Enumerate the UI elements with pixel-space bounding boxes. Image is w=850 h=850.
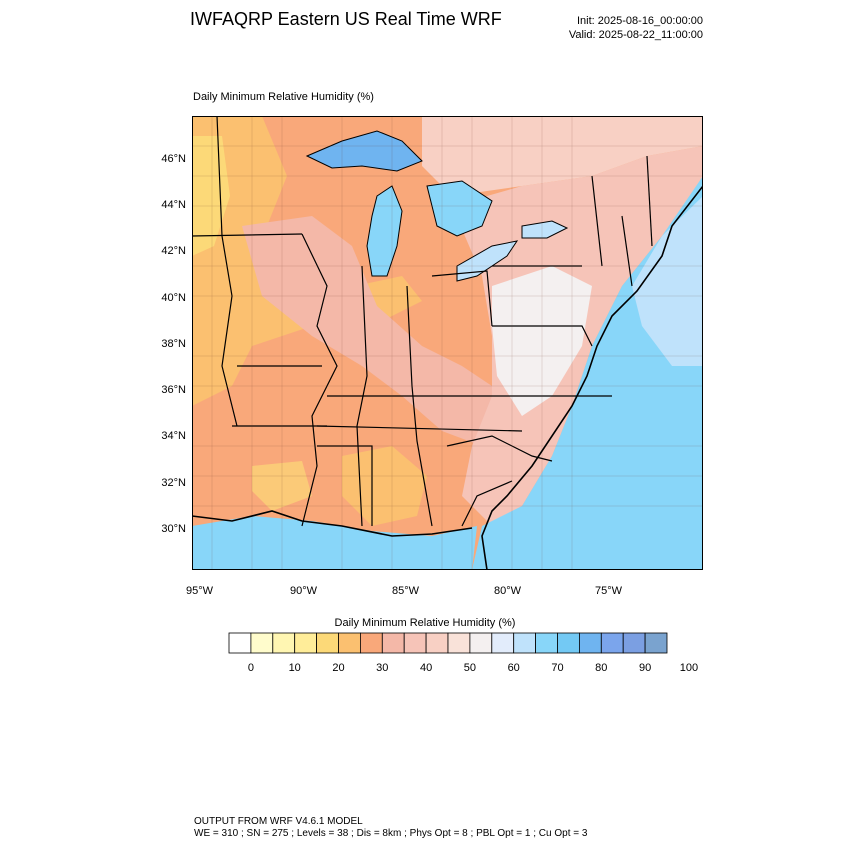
init-time: Init: 2025-08-16_00:00:00 [577,15,703,27]
colorbar-swatch [250,632,274,654]
map-frame [192,116,703,570]
colorbar-swatch [600,632,624,654]
colorbar-tick-label: 70 [551,662,564,674]
colorbar-swatch [491,632,515,654]
footer-model-version: OUTPUT FROM WRF V4.6.1 MODEL [194,816,363,827]
colorbar [228,632,668,654]
gulf-coastline [192,510,473,537]
lat-label: 30°N [161,523,186,535]
colorbar-swatch [447,632,471,654]
colorbar-swatch [294,632,317,654]
colorbar-labels: 0 10 20 30 40 50 60 70 80 90 100 [228,662,698,678]
field-very-dry-nw [192,136,230,256]
main-title: IWFAQRP Eastern US Real Time WRF [190,9,502,29]
colorbar-swatch [622,632,646,654]
lat-label: 38°N [161,338,186,350]
field-gulf [192,516,477,570]
colorbar-swatch [469,632,493,654]
colorbar-tick-label: 60 [507,662,520,674]
colorbar-tick-label: 90 [638,662,652,674]
valid-time: Valid: 2025-08-22_11:00:00 [568,29,703,41]
lat-label: 32°N [161,477,186,489]
model-footer: OUTPUT FROM WRF V4.6.1 MODEL WE = 310 ; … [194,816,587,840]
lat-label: 40°N [161,292,186,304]
field-moist-pink [242,216,522,446]
colorbar-swatch [316,632,339,654]
colorbar-swatch [644,632,668,654]
colorbar-swatch [578,632,602,654]
colorbar-tick-label: 20 [332,662,345,674]
latitude-labels: 46°N 44°N 42°N 40°N 38°N 36°N 34°N 32°N … [120,0,186,850]
lon-label: 95°W [186,585,214,597]
lat-label: 34°N [161,430,186,442]
footer-model-settings: WE = 310 ; SN = 275 ; Levels = 38 ; Dis … [194,828,588,839]
colorbar-swatch [228,632,252,654]
lake-huron [426,180,493,237]
colorbar-swatch [557,632,580,654]
humidity-map [192,116,703,570]
colorbar-tick-label: 80 [595,662,608,674]
lon-label: 75°W [595,585,623,597]
colorbar-tick-label: 100 [679,662,699,674]
colorbar-swatch [425,632,449,654]
colorbar-tick-label: 40 [419,662,433,674]
field-ocean-light [632,196,703,366]
lat-label: 42°N [161,245,186,257]
lake-ontario [521,220,569,239]
colorbar-swatch [272,632,296,654]
colorbar-swatch [403,632,427,654]
colorbar-swatch [513,632,537,654]
lat-label: 44°N [161,199,186,211]
colorbar-tick-label: 50 [463,662,477,674]
colorbar-swatch [359,632,383,654]
lon-label: 85°W [392,585,420,597]
run-time-info: Init: 2025-08-16_00:00:00 Valid: 2025-08… [569,14,703,42]
colorbar-swatch [381,632,405,654]
lon-label: 80°W [494,585,522,597]
longitude-labels: 95°W 90°W 85°W 80°W 75°W [0,585,850,605]
colorbar-tick-label: 30 [376,662,389,674]
colorbar-tick-label: 0 [247,662,254,674]
colorbar-tick-label: 10 [288,662,301,674]
county-texture [192,116,703,570]
lake-michigan [366,185,403,277]
lat-label: 46°N [161,153,186,165]
colorbar-swatch [338,632,361,654]
lon-label: 90°W [290,585,318,597]
colorbar-swatch [535,632,558,654]
plot-title: Daily Minimum Relative Humidity (%) [193,91,374,103]
east-coastline [481,185,703,570]
colorbar-title: Daily Minimum Relative Humidity (%) [334,617,516,629]
lat-label: 36°N [161,384,186,396]
